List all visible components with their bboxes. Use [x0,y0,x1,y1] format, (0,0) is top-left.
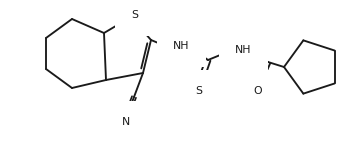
Text: S: S [195,86,202,96]
Text: S: S [131,10,139,20]
Text: N: N [122,117,130,127]
Text: NH: NH [173,41,189,51]
Text: O: O [254,86,262,96]
Text: NH: NH [235,45,251,55]
